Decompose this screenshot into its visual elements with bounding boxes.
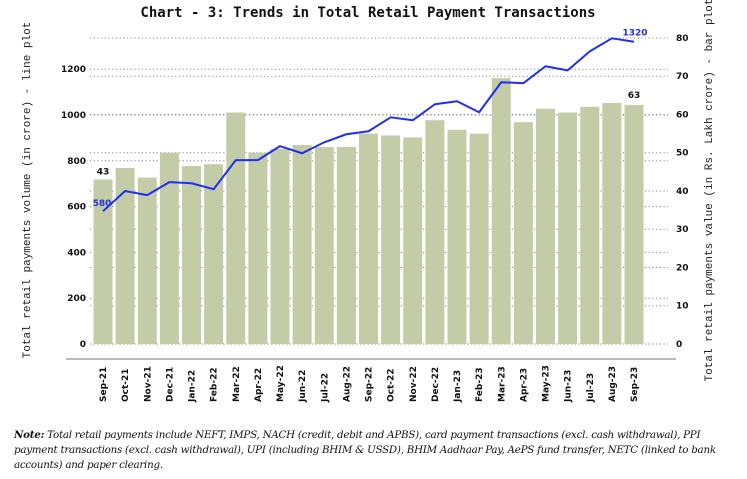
x-tick-label: Oct-21 bbox=[121, 368, 131, 402]
x-tick-label: Mar-22 bbox=[232, 366, 242, 402]
y-left-tick-label: 1000 bbox=[61, 111, 86, 121]
bar bbox=[359, 133, 378, 344]
bar bbox=[447, 129, 467, 344]
bar bbox=[182, 166, 201, 344]
x-tick-label: Jan-23 bbox=[453, 370, 463, 403]
y-right-tick-label: 10 bbox=[676, 302, 689, 312]
x-tick-label: Dec-21 bbox=[165, 367, 175, 402]
y-left-tick-label: 0 bbox=[80, 340, 86, 350]
y-right-tick-label: 20 bbox=[676, 263, 689, 273]
bar-label-last: 63 bbox=[628, 91, 641, 101]
y-axis-left-label: Total retail payments volume (in crore) … bbox=[22, 22, 34, 359]
bar bbox=[381, 135, 401, 344]
y-right-tick-label: 40 bbox=[676, 187, 689, 197]
bar bbox=[513, 122, 533, 344]
bar bbox=[491, 78, 511, 345]
x-tick-label: Jan-22 bbox=[188, 370, 198, 403]
bar-label-first: 43 bbox=[97, 167, 110, 177]
bar bbox=[602, 102, 622, 344]
y-left-tick-label: 600 bbox=[67, 203, 86, 213]
axis-ticks: 0 200 400 600 800 1000 1200 0 10 20 30 40 50 60 70 80 Se… bbox=[61, 34, 689, 403]
note-label: Note: bbox=[14, 429, 45, 441]
bar bbox=[270, 148, 290, 344]
y-left-tick-label: 200 bbox=[67, 294, 86, 304]
x-tick-label: Sep-22 bbox=[365, 367, 375, 402]
bar bbox=[314, 146, 334, 344]
y-left-tick-label: 400 bbox=[67, 248, 86, 258]
bar bbox=[137, 177, 157, 344]
y-right-tick-label: 0 bbox=[676, 340, 682, 350]
x-tick-label: May-22 bbox=[276, 365, 286, 402]
bar bbox=[580, 106, 600, 344]
x-tick-label: Apr-22 bbox=[254, 368, 264, 402]
x-tick-label: Nov-22 bbox=[409, 366, 419, 402]
y-left-tick-label: 1200 bbox=[61, 65, 86, 75]
x-tick-label: May-23 bbox=[542, 365, 552, 402]
x-tick-label: Nov-21 bbox=[143, 366, 153, 402]
x-tick-label: Sep-23 bbox=[630, 367, 640, 402]
y-left-tick-label: 800 bbox=[67, 157, 86, 167]
chart-title: Chart - 3: Trends in Total Retail Paymen… bbox=[140, 5, 595, 21]
y-axis-right-label: Total retail payments value (in Rs. Lakh… bbox=[704, 0, 716, 381]
bar bbox=[536, 108, 555, 344]
y-right-tick-label: 60 bbox=[676, 110, 689, 120]
x-tick-label: Aug-23 bbox=[608, 366, 618, 402]
x-tick-label: Feb-23 bbox=[475, 367, 485, 402]
bar bbox=[292, 145, 312, 344]
line-label-first: 580 bbox=[93, 199, 112, 209]
x-tick-label: Feb-22 bbox=[210, 367, 220, 402]
y-right-tick-label: 80 bbox=[676, 34, 689, 44]
y-right-tick-label: 30 bbox=[676, 225, 689, 235]
bar bbox=[469, 133, 489, 344]
x-tick-label: Sep-21 bbox=[99, 367, 109, 402]
chart-note: Note: Total retail payments include NEFT… bbox=[14, 428, 739, 473]
x-tick-label: Aug-22 bbox=[342, 366, 352, 402]
y-right-tick-label: 70 bbox=[676, 72, 689, 82]
x-tick-label: Dec-22 bbox=[431, 367, 441, 402]
x-tick-label: Jun-23 bbox=[564, 370, 574, 403]
x-tick-label: Jul-22 bbox=[320, 373, 330, 403]
bar bbox=[93, 179, 113, 344]
bar bbox=[204, 164, 224, 344]
bar bbox=[115, 168, 135, 344]
bar bbox=[403, 137, 423, 344]
x-tick-label: Mar-23 bbox=[497, 366, 507, 402]
note-text: Total retail payments include NEFT, IMPS… bbox=[14, 429, 716, 471]
line-series bbox=[102, 37, 635, 212]
bar bbox=[159, 152, 179, 344]
bar bbox=[336, 146, 356, 344]
line-label-last: 1320 bbox=[622, 29, 647, 39]
x-tick-label: Apr-23 bbox=[519, 368, 529, 402]
bar bbox=[624, 104, 644, 345]
bar bbox=[558, 112, 578, 345]
x-tick-label: Oct-22 bbox=[387, 368, 397, 402]
bar bbox=[425, 120, 445, 344]
y-right-tick-label: 50 bbox=[676, 149, 689, 159]
bar bbox=[226, 112, 246, 345]
bar bbox=[248, 152, 268, 344]
x-tick-label: Jul-23 bbox=[586, 373, 596, 403]
bars bbox=[93, 78, 644, 345]
x-tick-label: Jun-22 bbox=[298, 370, 308, 403]
